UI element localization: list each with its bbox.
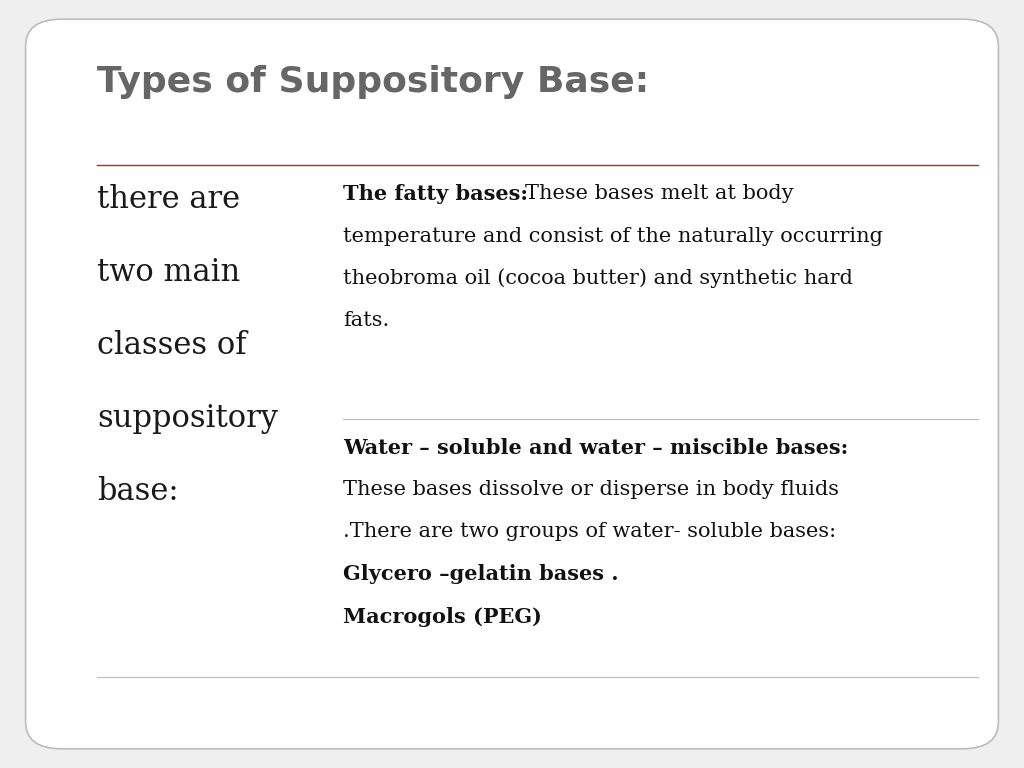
Text: .There are two groups of water- soluble bases:: .There are two groups of water- soluble … [343, 522, 837, 541]
Text: Macrogols (PEG): Macrogols (PEG) [343, 607, 542, 627]
Text: Water – soluble and water – miscible bases:: Water – soluble and water – miscible bas… [343, 438, 848, 458]
FancyBboxPatch shape [26, 19, 998, 749]
Text: there are: there are [97, 184, 241, 215]
Text: theobroma oil (cocoa butter) and synthetic hard: theobroma oil (cocoa butter) and synthet… [343, 269, 853, 289]
Text: two main: two main [97, 257, 241, 288]
Text: fats.: fats. [343, 311, 389, 330]
Text: These bases dissolve or disperse in body fluids: These bases dissolve or disperse in body… [343, 480, 839, 499]
Text: classes of: classes of [97, 330, 247, 361]
Text: Types of Suppository Base:: Types of Suppository Base: [97, 65, 649, 99]
Text: temperature and consist of the naturally occurring: temperature and consist of the naturally… [343, 227, 883, 246]
Text: Glycero –gelatin bases .: Glycero –gelatin bases . [343, 564, 618, 584]
Text: suppository: suppository [97, 403, 279, 434]
Text: These bases melt at body: These bases melt at body [525, 184, 794, 204]
Text: The fatty bases:: The fatty bases: [343, 184, 528, 204]
Text: base:: base: [97, 476, 179, 507]
